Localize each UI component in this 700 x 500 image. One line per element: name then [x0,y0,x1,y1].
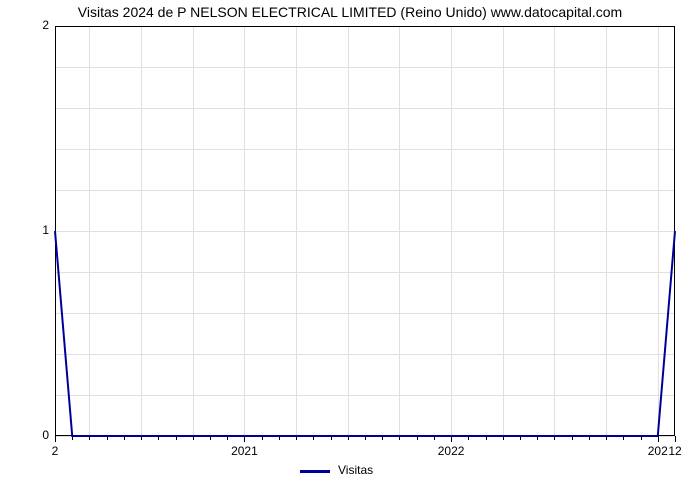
legend-swatch [300,470,330,473]
x-tick-label: 2 [30,444,80,458]
plot-area: 01222021202220212 [55,26,675,436]
y-tick-label: 2 [25,18,49,32]
chart-container: Visitas 2024 de P NELSON ELECTRICAL LIMI… [0,0,700,500]
x-tick-label: 2021 [219,444,269,458]
line-series [55,26,675,436]
x-tick-label: 2022 [426,444,476,458]
y-tick-label: 1 [25,223,49,237]
y-tick-label: 0 [25,428,49,442]
legend-label: Visitas [338,463,373,477]
x-tick-label: 12 [650,444,700,458]
x-major-tick [55,436,56,442]
x-major-tick [675,436,676,442]
chart-title: Visitas 2024 de P NELSON ELECTRICAL LIMI… [0,4,700,20]
